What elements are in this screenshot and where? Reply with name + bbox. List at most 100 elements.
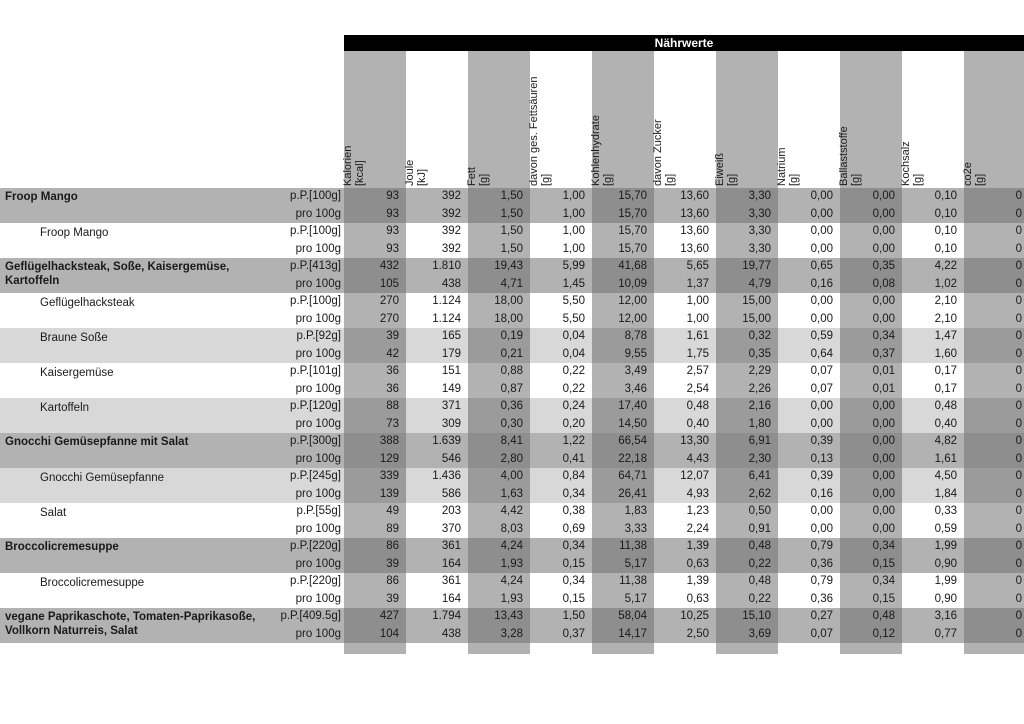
value-cell: 0,48: [686, 400, 709, 412]
portion-label: pro 100g: [295, 242, 341, 255]
value-cell: 203: [441, 505, 461, 517]
value-cell: 2,50: [686, 627, 709, 640]
value-cell: 8,03: [468, 520, 530, 538]
value-cell: 4,79: [716, 275, 778, 293]
value-cell: 93: [344, 205, 406, 223]
value-cell: 5,17: [592, 555, 654, 573]
footer-stripe-cell: [344, 643, 406, 654]
value-cell: 2,30: [716, 450, 778, 468]
value-cell: 392: [441, 242, 461, 255]
table-row: p.P.[100g] 270 1.124 18,00 5,50 12,00 1,00 15,0…: [0, 293, 1024, 311]
value-cell: 0,00: [840, 240, 902, 258]
value-cell: 2,62: [716, 485, 778, 503]
table-row: p.P.[245g] 339 1.436 4,00 0,84 64,71 12,07 6,41…: [0, 468, 1024, 486]
value-cell: 36: [344, 363, 406, 381]
column-unit: [g]: [725, 173, 738, 186]
column-unit: [kJ]: [415, 168, 428, 186]
value-cell: 0,35: [716, 345, 778, 363]
portion-label: p.P.[409.5g]: [280, 610, 341, 622]
value-cell: 0,65: [810, 260, 833, 272]
value-cell: 0,00: [840, 205, 902, 223]
value-cell: 3,69: [716, 625, 778, 643]
value-cell: 18,00: [468, 310, 530, 328]
footer-stripe-cell: [468, 643, 530, 654]
value-cell: 0,15: [562, 557, 585, 570]
value-cell: 41,68: [592, 258, 654, 276]
value-cell: 0,00: [840, 433, 902, 451]
value-cell: 0,87: [468, 380, 530, 398]
value-cell: 8,78: [592, 328, 654, 346]
value-cell: 427: [344, 608, 406, 626]
item-name: Broccolicremesuppe: [5, 541, 119, 553]
nutrition-table: Nährwerte Kalorien [kcal] Joule [kJ] Fett [g]…: [0, 35, 1024, 654]
value-cell: 19,77: [716, 258, 778, 276]
value-cell: 4,50: [934, 470, 957, 482]
value-cell: 164: [441, 592, 461, 605]
value-cell: 2,26: [716, 380, 778, 398]
value-cell: 0,00: [840, 503, 902, 521]
column-header-label: davon ges. Fettsäuren [g]: [528, 53, 552, 186]
value-cell: 13,30: [680, 435, 709, 447]
value-cell: 10,09: [592, 275, 654, 293]
portion-label: p.P.[92g]: [296, 330, 341, 342]
value-cell: 13,60: [680, 207, 709, 220]
column-header-cell: Kochsalz [g]: [900, 51, 964, 188]
value-cell: 22,18: [592, 450, 654, 468]
value-cell: 0: [964, 555, 1024, 573]
column-name: Kalorien: [342, 145, 354, 186]
column-unit: [g]: [477, 173, 490, 186]
item-name: Gnocchi Gemüsepfanne: [40, 472, 165, 484]
footer-stripe-cell: [654, 643, 716, 654]
value-cell: 0,22: [716, 555, 778, 573]
table-row: p.P.[300g] 388 1.639 8,41 1,22 66,54 13,30 6,91…: [0, 433, 1024, 451]
column-name: Natrium: [776, 147, 788, 186]
value-cell: 0,00: [840, 468, 902, 486]
value-cell: 0,00: [840, 485, 902, 503]
value-cell: 0: [964, 240, 1024, 258]
item-name: Geflügelhacksteak: [40, 297, 135, 309]
value-cell: 0,22: [562, 382, 585, 395]
value-cell: 1.124: [432, 295, 461, 307]
column-header-cell: co2e [g]: [962, 51, 1024, 188]
value-cell: 39: [344, 555, 406, 573]
value-cell: 1,83: [592, 503, 654, 521]
table-row: p.P.[220g] 86 361 4,24 0,34 11,38 1,39 0,48 0,79…: [0, 538, 1024, 556]
value-cell: 4,71: [468, 275, 530, 293]
value-cell: 0: [964, 293, 1024, 311]
footer-stripes: [344, 643, 1024, 654]
item-name: Kaisergemüse: [40, 367, 114, 379]
column-name: davon ges. Fettsäuren: [528, 76, 540, 186]
value-cell: 12,00: [592, 293, 654, 311]
value-cell: 1,00: [686, 295, 709, 307]
table-row: p.P.[220g] 86 361 4,24 0,34 11,38 1,39 0,48 0,79…: [0, 573, 1024, 591]
value-cell: 4,82: [934, 435, 957, 447]
value-cell: 0,84: [562, 470, 585, 482]
value-cell: 0: [964, 328, 1024, 346]
value-cell: 1,50: [468, 240, 530, 258]
value-cell: 11,38: [592, 538, 654, 556]
value-cell: 1,63: [468, 485, 530, 503]
value-cell: 0,08: [840, 275, 902, 293]
value-cell: 392: [441, 207, 461, 220]
value-cell: 36: [344, 380, 406, 398]
value-cell: 5,50: [562, 312, 585, 325]
value-cell: 1,45: [562, 277, 585, 290]
portion-label: p.P.[120g]: [290, 400, 341, 412]
value-cell: 0,20: [562, 417, 585, 430]
portion-label: pro 100g: [295, 207, 341, 220]
value-cell: 42: [344, 345, 406, 363]
column-header-cell: Kalorien [kcal]: [342, 51, 406, 188]
value-cell: 1,02: [934, 277, 957, 290]
value-cell: 0,00: [840, 450, 902, 468]
value-cell: 151: [441, 365, 461, 377]
value-cell: 438: [441, 627, 461, 640]
value-cell: 1,75: [686, 347, 709, 360]
value-cell: 0,22: [562, 365, 585, 377]
value-cell: 0: [964, 468, 1024, 486]
column-unit: [g]: [663, 173, 676, 186]
value-cell: 0,12: [840, 625, 902, 643]
value-cell: 0,10: [934, 242, 957, 255]
menu-item-section: Geflügelhacksteak, Soße, Kaisergemüse, K…: [0, 258, 1024, 293]
value-cell: 1.436: [432, 470, 461, 482]
